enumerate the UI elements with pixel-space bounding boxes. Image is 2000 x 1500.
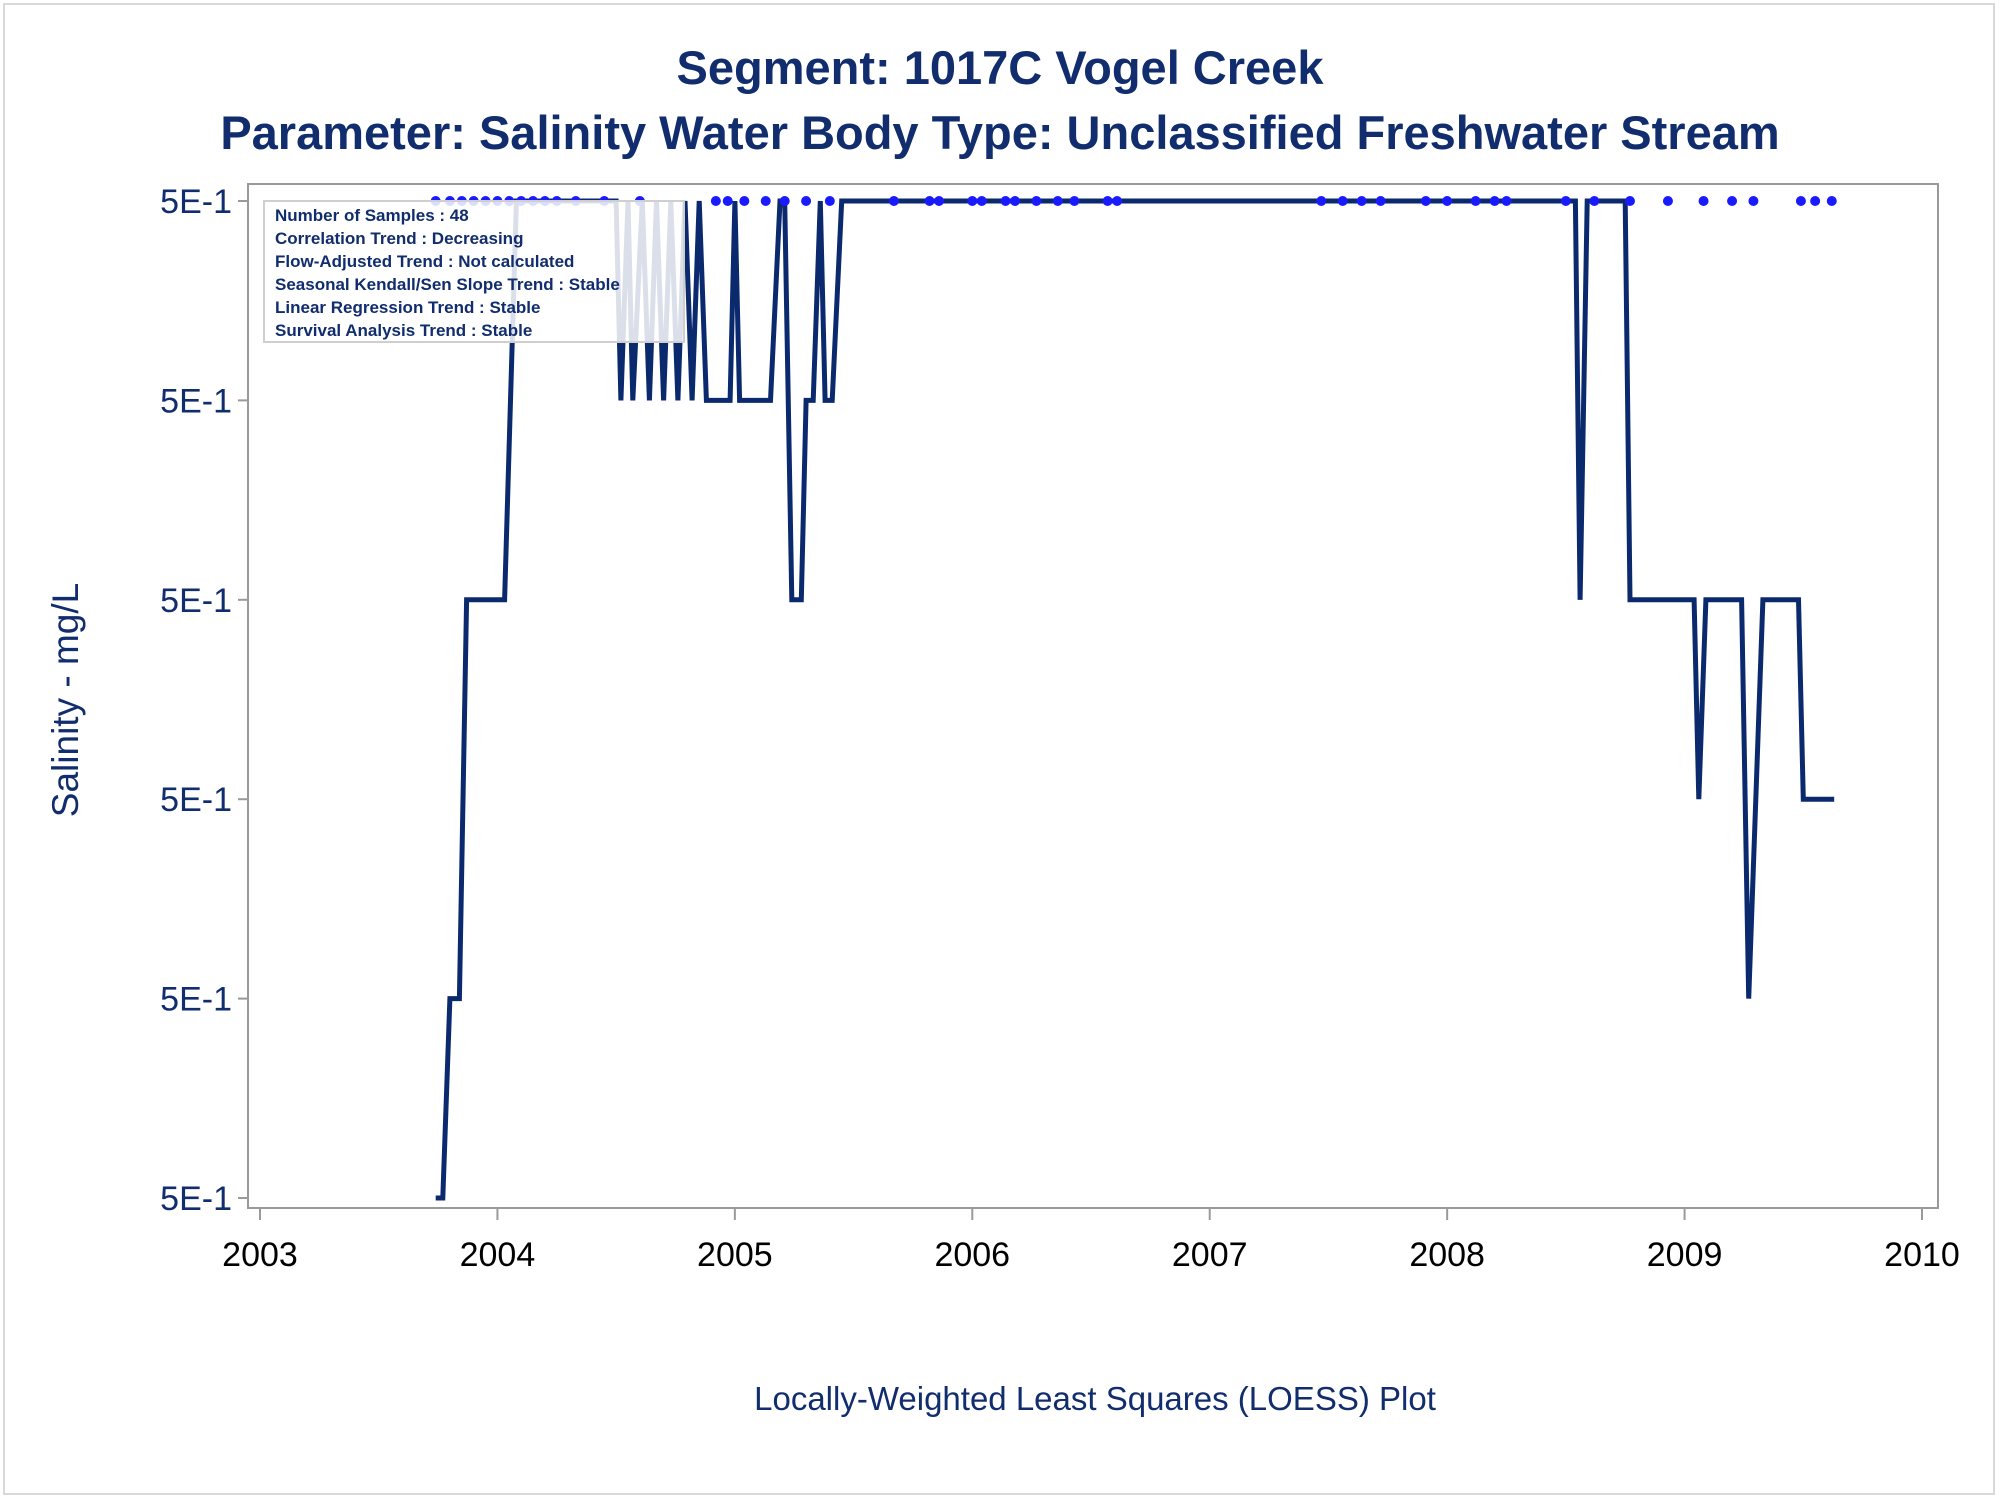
sample-point: [924, 196, 935, 206]
sample-point: [1560, 196, 1571, 206]
stats-legend-line: Linear Regression Trend : Stable: [275, 298, 540, 317]
sample-point: [888, 196, 899, 206]
x-tick-label: 2004: [460, 1236, 536, 1274]
sample-point: [1810, 196, 1821, 206]
sample-point: [1826, 196, 1837, 206]
sample-point: [934, 196, 945, 206]
sample-point: [1102, 196, 1113, 206]
footnote: Locally-Weighted Least Squares (LOESS) P…: [754, 1380, 1436, 1417]
sample-point: [1727, 196, 1738, 206]
x-tick-label: 2005: [697, 1236, 773, 1274]
sample-point: [976, 196, 987, 206]
sample-point: [1069, 196, 1080, 206]
sample-point: [1698, 196, 1709, 206]
sample-point: [1442, 196, 1453, 206]
chart-subtitle: Parameter: Salinity Water Body Type: Unc…: [220, 106, 1780, 159]
sample-point: [1375, 196, 1386, 206]
y-tick-label: 5E-1: [160, 781, 232, 819]
sample-point: [710, 196, 721, 206]
y-tick-label: 5E-1: [160, 981, 232, 1019]
sample-point: [722, 196, 733, 206]
stats-legend-box: [263, 200, 685, 343]
x-tick-label: 2007: [1172, 1236, 1248, 1274]
sample-point: [1052, 196, 1063, 206]
y-tick-label: 5E-1: [160, 1180, 232, 1218]
stats-legend-line: Flow-Adjusted Trend : Not calculated: [275, 252, 574, 271]
y-tick-label: 5E-1: [160, 183, 232, 221]
y-axis-label: Salinity - mg/L: [45, 583, 86, 817]
chart-title: Segment: 1017C Vogel Creek: [676, 41, 1324, 94]
stats-legend-line: Correlation Trend : Decreasing: [275, 229, 523, 248]
sample-point: [1356, 196, 1367, 206]
sample-point: [1420, 196, 1431, 206]
stats-legend-line: Seasonal Kendall/Sen Slope Trend : Stabl…: [275, 275, 620, 294]
sample-point: [1031, 196, 1042, 206]
sample-point: [967, 196, 978, 206]
sample-point: [1501, 196, 1512, 206]
stats-legend-line: Number of Samples : 48: [275, 206, 469, 225]
x-tick-label: 2009: [1647, 1236, 1723, 1274]
x-tick-label: 2010: [1884, 1236, 1960, 1274]
sample-point: [1624, 196, 1635, 206]
x-tick-label: 2006: [934, 1236, 1010, 1274]
x-tick-label: 2008: [1409, 1236, 1485, 1274]
stats-legend-line: Survival Analysis Trend : Stable: [275, 321, 532, 340]
sample-point: [779, 196, 790, 206]
sample-point: [1112, 196, 1123, 206]
sample-point: [801, 196, 812, 206]
sample-point: [1010, 196, 1021, 206]
y-tick-label: 5E-1: [160, 582, 232, 620]
y-tick-label: 5E-1: [160, 382, 232, 420]
sample-point: [1589, 196, 1600, 206]
sample-point: [1795, 196, 1806, 206]
sample-point: [739, 196, 750, 206]
sample-point: [1316, 196, 1327, 206]
loess-line: [435, 198, 1835, 1201]
sample-point: [1000, 196, 1011, 206]
sample-point: [1748, 196, 1759, 206]
sample-point: [1662, 196, 1673, 206]
sample-point: [760, 196, 771, 206]
x-tick-label: 2003: [222, 1236, 298, 1274]
sample-point: [1337, 196, 1348, 206]
sample-point: [1489, 196, 1500, 206]
plot-area-frame: [247, 183, 1939, 1209]
sample-point: [1470, 196, 1481, 206]
sample-point: [824, 196, 835, 206]
